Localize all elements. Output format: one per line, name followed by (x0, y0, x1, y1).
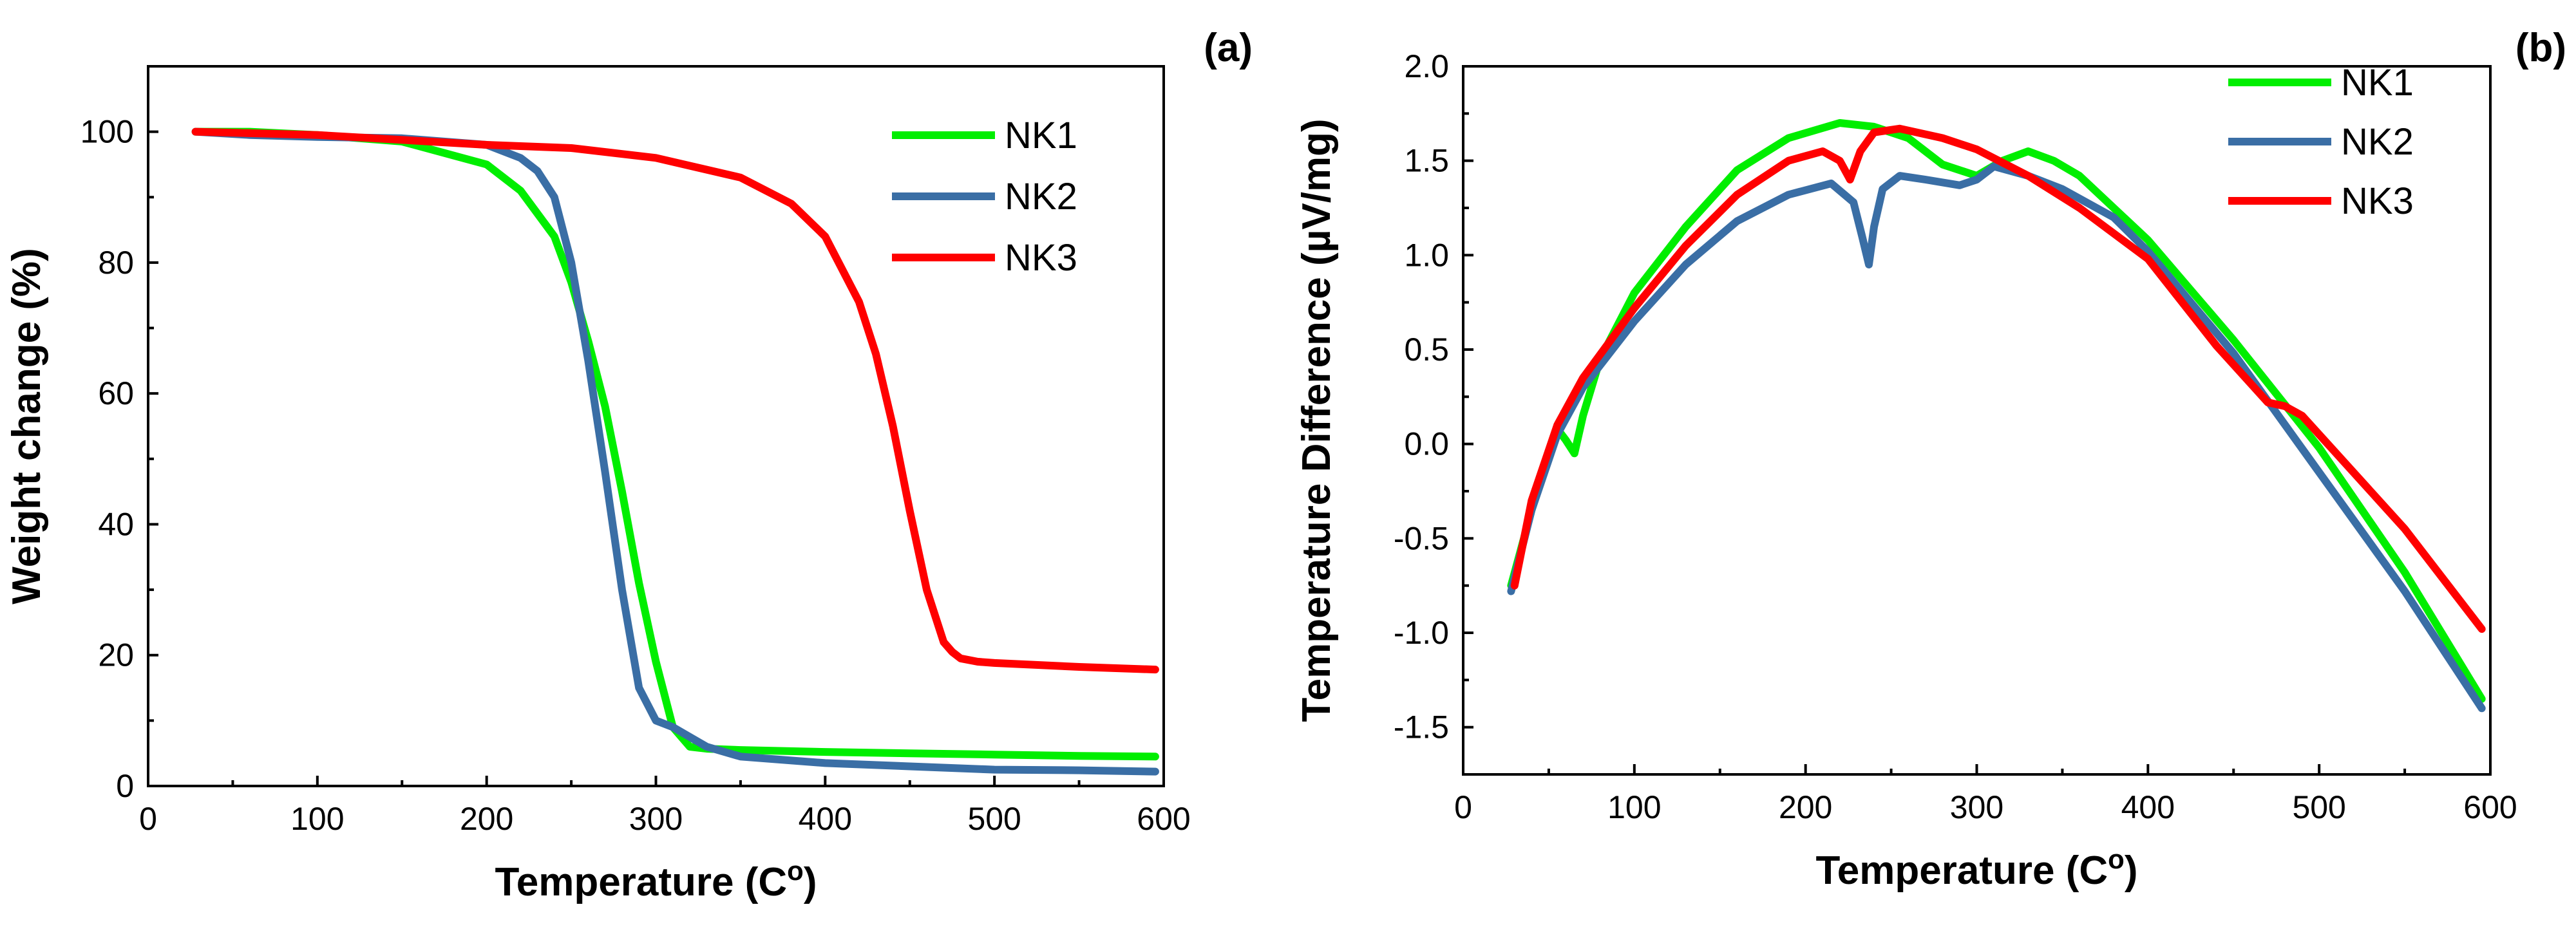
x-tick-label: 100 (290, 801, 344, 837)
x-tick-label: 200 (1779, 789, 1832, 825)
y-axis-title: Weight change (%) (5, 248, 49, 604)
x-tick-label: 500 (2292, 789, 2345, 825)
y-tick-label: 80 (98, 245, 134, 281)
legend-label-nk2: NK2 (2341, 121, 2414, 163)
series-line-nk2 (191, 127, 1159, 776)
y-tick-label: 2.0 (1404, 48, 1449, 84)
y-tick-label: 0 (116, 768, 134, 804)
x-axis-title-main: Temperature (C (495, 860, 788, 904)
x-axis-title-main: Temperature (C (1816, 848, 2108, 893)
x-axis-title-sup: o (2108, 844, 2125, 874)
y-axis-title: Temperature Difference (µV/mg) (1294, 118, 1339, 722)
x-axis-title-sup: o (787, 856, 804, 886)
x-tick-label: 400 (2121, 789, 2175, 825)
x-tick-label: 0 (139, 801, 157, 837)
plot-frame (147, 65, 1165, 787)
y-tick-label: 40 (98, 506, 134, 542)
chart-panel-b: 0 100 200 300 400 500 600 -1.5 -1.0 -0.5 0.0 0.5 1.0… (1294, 26, 2566, 893)
chart-panel-a: 0 100 200 300 400 500 600 0 20 40 60 80 100 Temperatu… (5, 26, 1253, 904)
x-axis-title: Temperature (Co) (1816, 844, 2138, 893)
x-axis-title-suffix: ) (2125, 848, 2138, 893)
legend-label-nk3: NK3 (2341, 180, 2414, 222)
legend-label-nk2: NK2 (1005, 176, 1077, 218)
x-tick-label: 600 (1137, 801, 1190, 837)
series-line-nk3 (191, 127, 1159, 674)
legend-label-nk3: NK3 (1005, 237, 1077, 279)
y-tick-label: 1.0 (1404, 237, 1449, 273)
y-tick-label: 1.5 (1404, 143, 1449, 179)
x-tick-label: 600 (2463, 789, 2517, 825)
series-line-nk2 (1507, 162, 2486, 713)
x-axis-title-suffix: ) (804, 860, 817, 904)
y-tick-label: -1.5 (1394, 709, 1449, 745)
series-group (191, 127, 1159, 776)
x-tick-label: 0 (1454, 789, 1472, 825)
x-tick-label: 400 (799, 801, 852, 837)
panel-label: (a) (1204, 26, 1253, 70)
panel-label: (b) (2515, 26, 2566, 70)
legend: NK1 NK2 NK3 (2228, 62, 2414, 222)
y-tick-label: 20 (98, 637, 134, 673)
x-tick-label: 200 (460, 801, 513, 837)
y-tick-label: 100 (80, 114, 134, 150)
legend-label-nk1: NK1 (1005, 115, 1077, 156)
legend-label-nk1: NK1 (2341, 62, 2414, 104)
x-tick-label: 300 (629, 801, 683, 837)
y-tick-label: -0.5 (1394, 520, 1449, 556)
series-line-nk1 (1507, 119, 2486, 703)
x-tick-label: 500 (967, 801, 1021, 837)
y-tick-label: -1.0 (1394, 615, 1449, 651)
y-tick-label: 0.5 (1404, 332, 1449, 368)
series-line-nk3 (1510, 124, 2486, 633)
x-tick-label: 100 (1607, 789, 1661, 825)
x-tick-label: 300 (1950, 789, 2003, 825)
x-axis-title: Temperature (Co) (495, 856, 817, 904)
y-tick-label: 60 (98, 375, 134, 411)
legend: NK1 NK2 NK3 (892, 115, 1077, 279)
series-group (1507, 119, 2486, 713)
y-tick-label: 0.0 (1404, 426, 1449, 462)
series-line-nk1 (191, 127, 1159, 761)
